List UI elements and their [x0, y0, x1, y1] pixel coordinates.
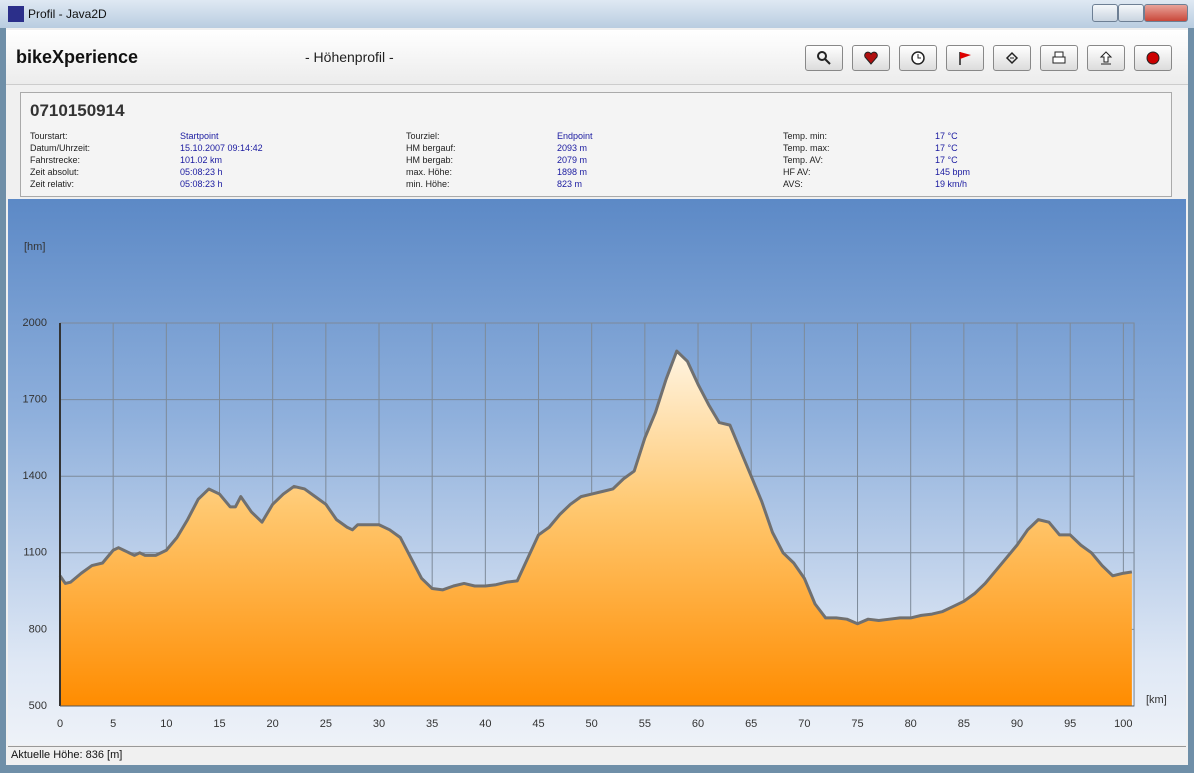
x-tick-label: 60 — [692, 718, 704, 730]
x-tick-label: 40 — [479, 718, 491, 730]
info-label: Tourziel: — [406, 131, 440, 141]
area — [60, 351, 1132, 706]
status-text: Aktuelle Höhe: 836 [m] — [11, 749, 123, 761]
tour-id: 0710150914 — [30, 101, 125, 120]
minimize-button[interactable] — [1092, 4, 1118, 22]
y-tick-label: 800 — [29, 623, 47, 635]
x-tick-label: 0 — [57, 718, 63, 730]
x-tick-label: 95 — [1064, 718, 1076, 730]
info-label: Fahrstrecke: — [30, 155, 81, 165]
x-tick-label: 5 — [110, 718, 116, 730]
x-tick-label: 35 — [426, 718, 438, 730]
flag-button[interactable] — [946, 45, 984, 71]
info-value: 1898 m — [557, 167, 588, 177]
info-value: 15.10.2007 09:14:42 — [180, 143, 263, 153]
info-label: AVS: — [783, 179, 803, 189]
info-label: Temp. AV: — [783, 155, 824, 165]
info-value: 19 km/h — [935, 179, 968, 189]
info-value: 2079 m — [557, 155, 588, 165]
x-tick-label: 10 — [160, 718, 172, 730]
info-label: Tourstart: — [30, 131, 68, 141]
x-tick-label: 70 — [798, 718, 810, 730]
search-button[interactable] — [805, 45, 843, 71]
info-value: 17 °C — [935, 131, 958, 141]
y-axis-label: [hm] — [24, 241, 45, 253]
maximize-button[interactable] — [1118, 4, 1144, 22]
close-button[interactable] — [1144, 4, 1188, 22]
info-value: 05:08:23 h — [180, 179, 223, 189]
y-tick-label: 1400 — [23, 470, 47, 482]
info-label: min. Höhe: — [406, 179, 450, 189]
x-tick-label: 80 — [905, 718, 917, 730]
info-value: 823 m — [557, 179, 583, 189]
x-tick-label: 75 — [851, 718, 863, 730]
record-button[interactable] — [1134, 45, 1172, 71]
x-tick-label: 50 — [586, 718, 598, 730]
view-title: - Höhenprofil - — [305, 49, 394, 65]
y-tick-label: 1100 — [23, 547, 47, 559]
x-tick-label: 25 — [320, 718, 332, 730]
info-value: Startpoint — [180, 131, 219, 141]
x-tick-label: 85 — [958, 718, 970, 730]
info-value: 17 °C — [935, 143, 958, 153]
info-label: Zeit absolut: — [30, 167, 80, 177]
info-value: Endpoint — [557, 131, 593, 141]
info-value: 17 °C — [935, 155, 958, 165]
info-label: Zeit relativ: — [30, 179, 75, 189]
info-label: Temp. min: — [783, 131, 828, 141]
title-bar: Profil - Java2D — [0, 0, 1194, 28]
x-tick-label: 15 — [213, 718, 225, 730]
y-tick-label: 2000 — [23, 317, 47, 329]
x-tick-label: 65 — [745, 718, 757, 730]
info-panel — [20, 92, 1172, 197]
info-label: HM bergauf: — [406, 143, 456, 153]
x-tick-label: 45 — [532, 718, 544, 730]
app-icon — [8, 6, 24, 22]
export-button[interactable] — [1087, 45, 1125, 71]
line — [58, 349, 1133, 626]
info-value: 2093 m — [557, 143, 588, 153]
chart: [hm] [km] 500 800 1100 1400 1700 2000 0 5 10 15 20… — [23, 241, 1167, 730]
heart-button[interactable] — [852, 45, 890, 71]
y-tick-label: 1700 — [23, 394, 47, 406]
x-tick-label: 55 — [639, 718, 651, 730]
brand: bikeXperience — [16, 47, 139, 67]
info-label: HM bergab: — [406, 155, 454, 165]
route-button[interactable] — [993, 45, 1031, 71]
print-button[interactable] — [1040, 45, 1078, 71]
info-label: max. Höhe: — [406, 167, 453, 177]
y-tick-label: 500 — [29, 700, 47, 712]
info-value: 101.02 km — [180, 155, 223, 165]
info-value: 145 bpm — [935, 167, 971, 177]
info-label: HF AV: — [783, 167, 811, 177]
x-tick-label: 30 — [373, 718, 385, 730]
toolbar — [6, 30, 1188, 85]
clock-button[interactable] — [899, 45, 937, 71]
x-tick-label: 20 — [267, 718, 279, 730]
info-label: Temp. max: — [783, 143, 830, 153]
x-axis-label: [km] — [1146, 694, 1167, 706]
info-value: 05:08:23 h — [180, 167, 223, 177]
status-bar: Aktuelle Höhe: 836 [m] — [8, 746, 1186, 764]
window-title: Profil - Java2D — [28, 7, 107, 21]
info-label: Datum/Uhrzeit: — [30, 143, 91, 153]
x-tick-label: 100 — [1114, 718, 1132, 730]
x-tick-label: 90 — [1011, 718, 1023, 730]
